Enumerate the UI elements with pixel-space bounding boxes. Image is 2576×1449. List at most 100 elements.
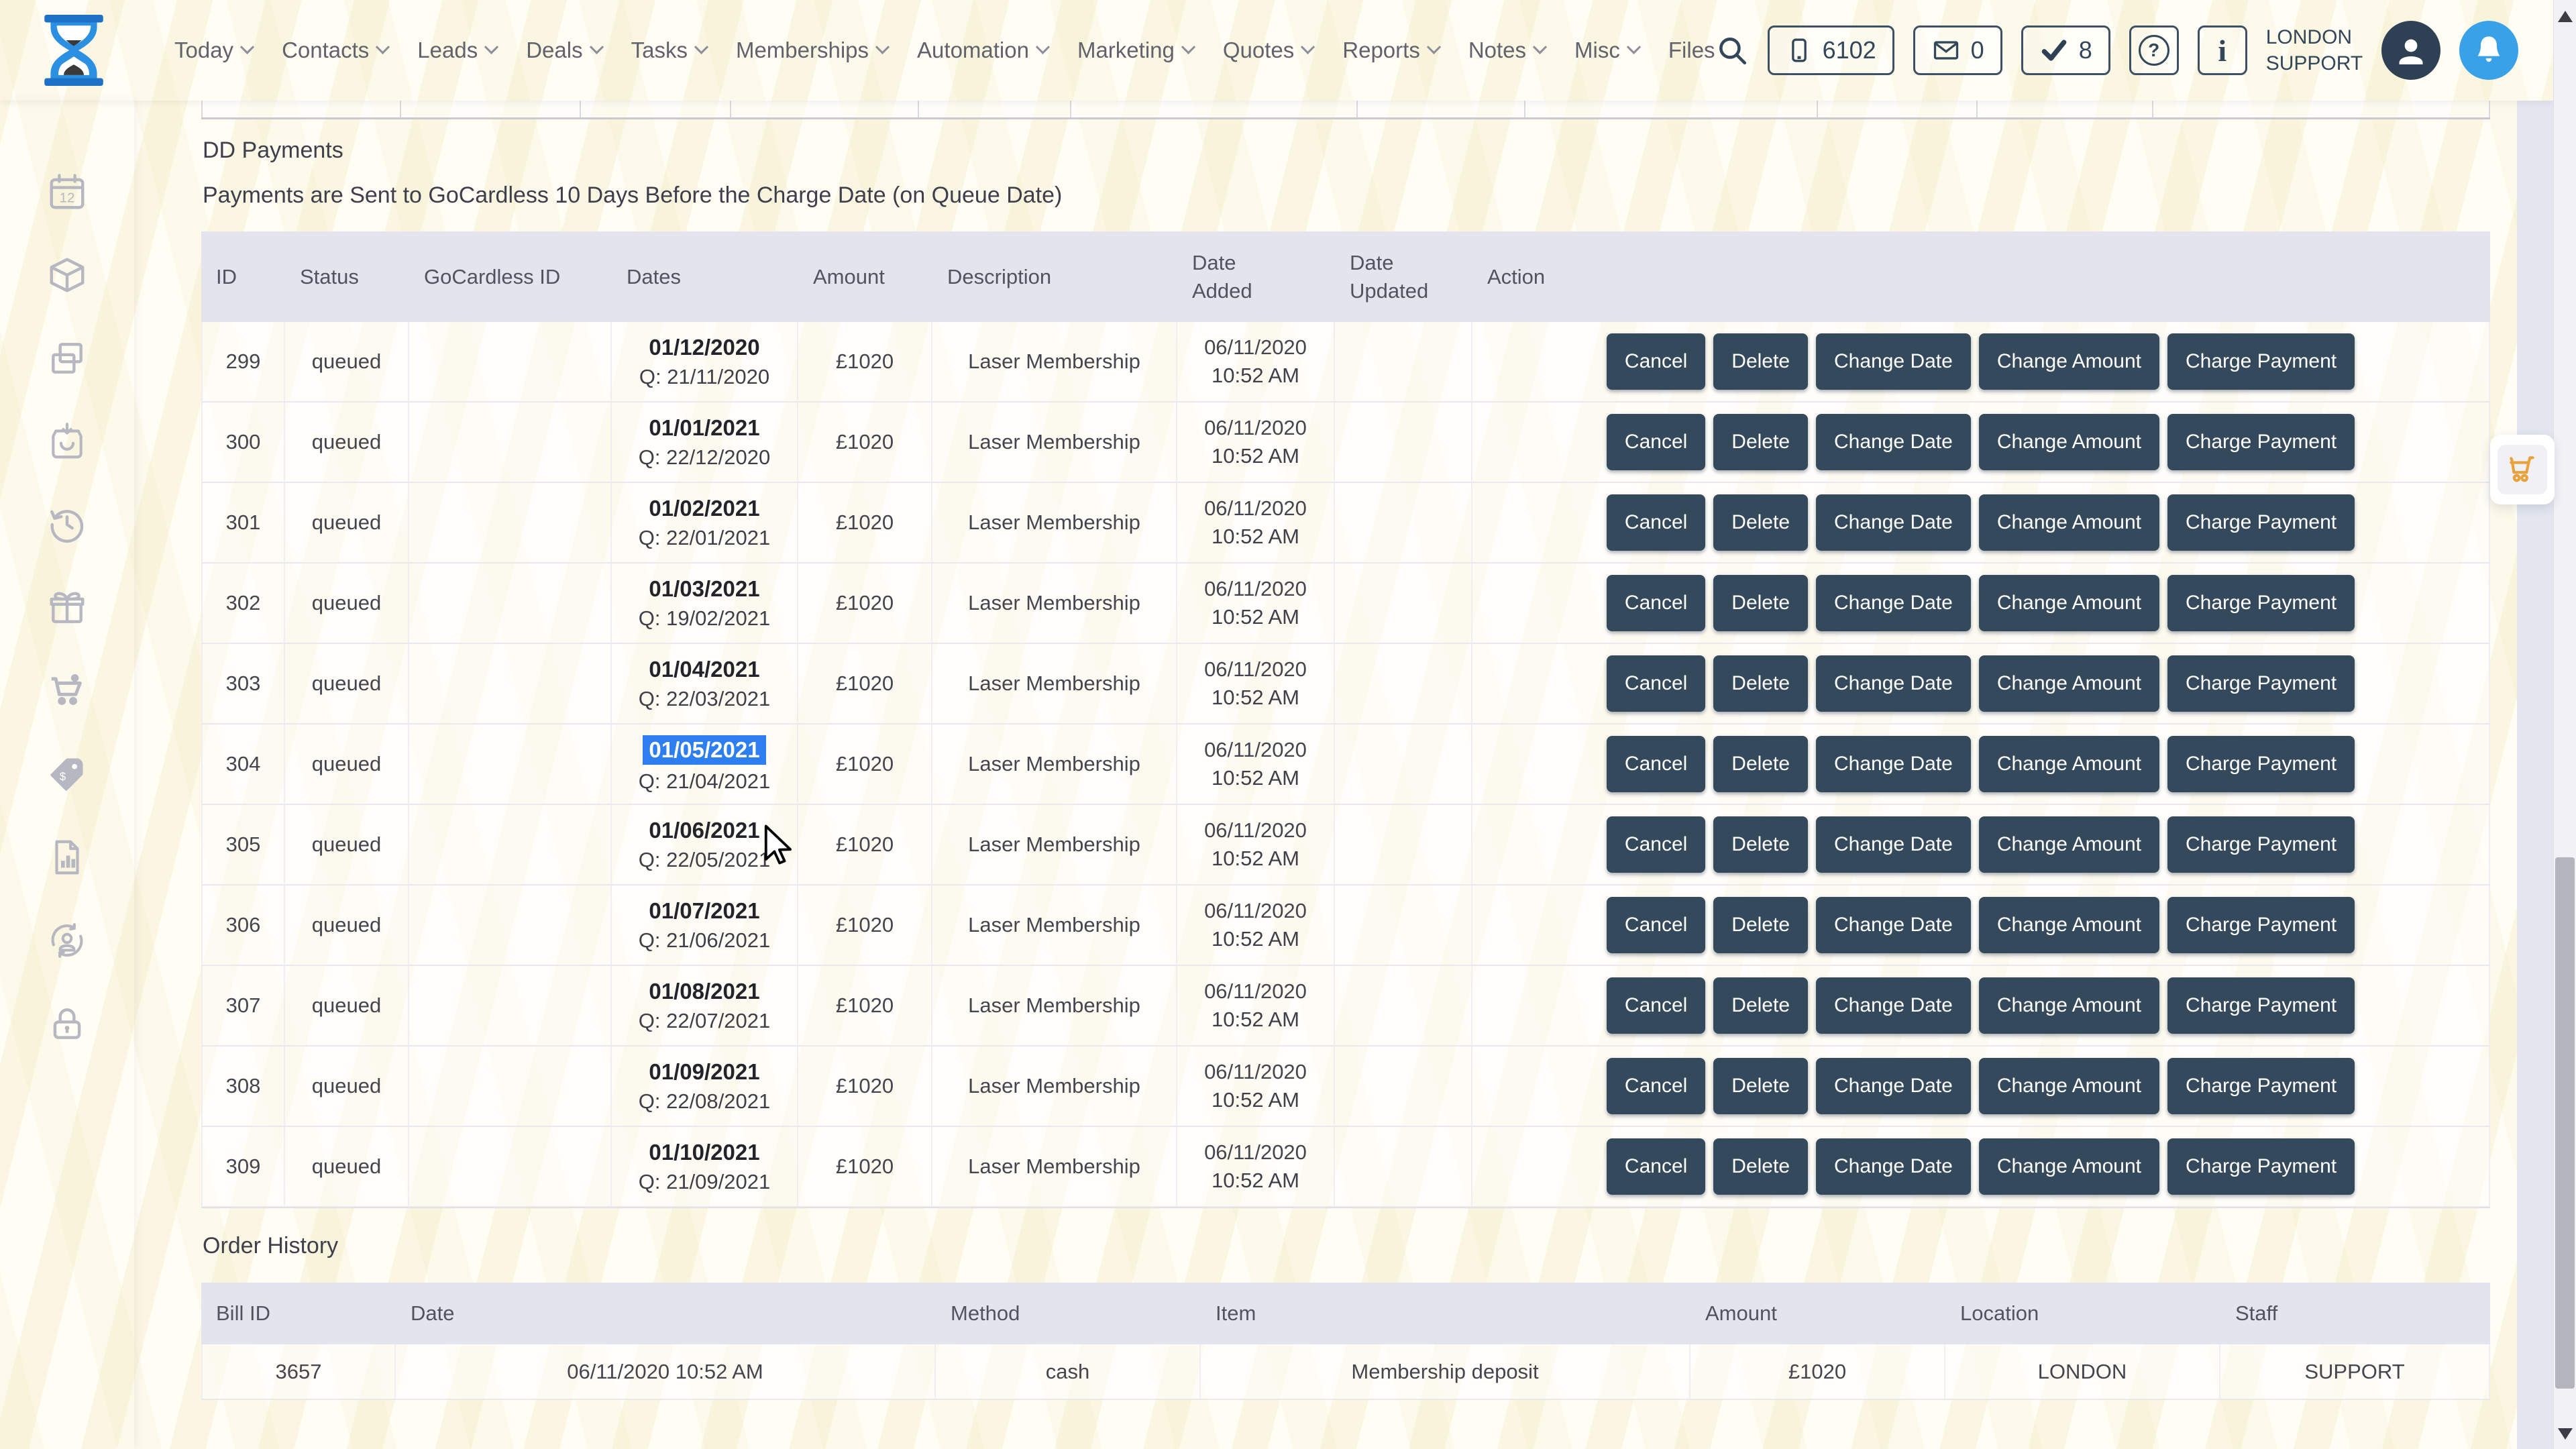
change-amount-button[interactable]: Change Amount	[1978, 977, 2159, 1034]
change-date-button[interactable]: Change Date	[1816, 977, 1971, 1034]
change-amount-button[interactable]: Change Amount	[1978, 575, 2159, 631]
change-date-button[interactable]: Change Date	[1816, 816, 1971, 873]
sidebar-item-cart[interactable]	[46, 669, 89, 712]
change-date-button[interactable]: Change Date	[1816, 414, 1971, 470]
sidebar-item-gift[interactable]	[46, 586, 89, 629]
cancel-button[interactable]: Cancel	[1606, 816, 1706, 873]
delete-button[interactable]: Delete	[1713, 333, 1809, 390]
delete-button[interactable]: Delete	[1713, 977, 1809, 1034]
chevron-down-icon	[239, 40, 255, 54]
menu-item-leads[interactable]: Leads	[417, 38, 499, 63]
tasks-counter-button[interactable]: 8	[2021, 25, 2110, 75]
menu-item-automation[interactable]: Automation	[917, 38, 1051, 63]
charge-payment-button[interactable]: Charge Payment	[2167, 494, 2355, 551]
cancel-button[interactable]: Cancel	[1606, 977, 1706, 1034]
search-icon[interactable]	[1715, 34, 1749, 67]
cancel-button[interactable]: Cancel	[1606, 736, 1706, 792]
scrollbar-down-arrow-icon[interactable]	[2558, 1428, 2573, 1440]
charge-payment-button[interactable]: Charge Payment	[2167, 897, 2355, 953]
menu-item-misc[interactable]: Misc	[1574, 38, 1641, 63]
cancel-button[interactable]: Cancel	[1606, 333, 1706, 390]
delete-button[interactable]: Delete	[1713, 1138, 1809, 1195]
scrollbar-up-arrow-icon[interactable]	[2558, 11, 2573, 22]
sidebar-item-copy[interactable]	[46, 337, 89, 380]
cancel-button[interactable]: Cancel	[1606, 655, 1706, 712]
menu-item-tasks[interactable]: Tasks	[631, 38, 709, 63]
mail-counter-button[interactable]: 0	[1913, 25, 2002, 75]
phone-counter-button[interactable]: 6102	[1767, 25, 1894, 75]
menu-item-files[interactable]: Files	[1668, 38, 1715, 63]
app-logo[interactable]	[35, 15, 113, 86]
change-amount-button[interactable]: Change Amount	[1978, 897, 2159, 953]
delete-button[interactable]: Delete	[1713, 897, 1809, 953]
change-date-button[interactable]: Change Date	[1816, 1058, 1971, 1114]
change-date-button[interactable]: Change Date	[1816, 333, 1971, 390]
sidebar-item-user-sync[interactable]	[46, 919, 89, 962]
avatar[interactable]	[2381, 21, 2441, 80]
charge-payment-button[interactable]: Charge Payment	[2167, 333, 2355, 390]
notifications-button[interactable]	[2459, 21, 2519, 80]
change-amount-button[interactable]: Change Amount	[1978, 816, 2159, 873]
menu-item-today[interactable]: Today	[174, 38, 255, 63]
delete-button[interactable]: Delete	[1713, 1058, 1809, 1114]
menu-item-memberships[interactable]: Memberships	[736, 38, 890, 63]
menu-item-notes[interactable]: Notes	[1468, 38, 1548, 63]
cancel-button[interactable]: Cancel	[1606, 414, 1706, 470]
cell-dates: 01/05/2021 Q: 21/04/2021	[612, 724, 798, 804]
change-date-button[interactable]: Change Date	[1816, 575, 1971, 631]
sidebar-item-history[interactable]	[46, 503, 89, 546]
cancel-button[interactable]: Cancel	[1606, 897, 1706, 953]
sidebar-item-package[interactable]	[46, 254, 89, 297]
cell-actions: Cancel Delete Change Date Change Amount Char…	[1472, 483, 2490, 562]
change-date-button[interactable]: Change Date	[1816, 494, 1971, 551]
change-amount-button[interactable]: Change Amount	[1978, 1138, 2159, 1195]
cancel-button[interactable]: Cancel	[1606, 575, 1706, 631]
vertical-scrollbar[interactable]	[2553, 0, 2576, 1449]
change-amount-button[interactable]: Change Amount	[1978, 414, 2159, 470]
cancel-button[interactable]: Cancel	[1606, 1058, 1706, 1114]
menu-item-marketing[interactable]: Marketing	[1077, 38, 1195, 63]
help-button[interactable]: ?	[2129, 25, 2179, 75]
charge-payment-button[interactable]: Charge Payment	[2167, 414, 2355, 470]
cancel-button[interactable]: Cancel	[1606, 494, 1706, 551]
charge-payment-button[interactable]: Charge Payment	[2167, 816, 2355, 873]
col-staff: Staff	[2235, 1301, 2278, 1326]
change-date-button[interactable]: Change Date	[1816, 655, 1971, 712]
menu-item-contacts[interactable]: Contacts	[282, 38, 390, 63]
charge-payment-button[interactable]: Charge Payment	[2167, 1138, 2355, 1195]
change-amount-button[interactable]: Change Amount	[1978, 1058, 2159, 1114]
change-amount-button[interactable]: Change Amount	[1978, 655, 2159, 712]
delete-button[interactable]: Delete	[1713, 736, 1809, 792]
charge-payment-button[interactable]: Charge Payment	[2167, 977, 2355, 1034]
cell-dates: 01/07/2021 Q: 21/06/2021	[612, 885, 798, 965]
menu-item-quotes[interactable]: Quotes	[1223, 38, 1316, 63]
scrollbar-thumb[interactable]	[2555, 857, 2575, 1389]
change-date-button[interactable]: Change Date	[1816, 897, 1971, 953]
change-amount-button[interactable]: Change Amount	[1978, 494, 2159, 551]
sidebar-item-calendar[interactable]: 12	[46, 170, 89, 213]
charge-payment-button[interactable]: Charge Payment	[2167, 736, 2355, 792]
charge-payment-button[interactable]: Charge Payment	[2167, 655, 2355, 712]
change-date-button[interactable]: Change Date	[1816, 1138, 1971, 1195]
charge-payment-button[interactable]: Charge Payment	[2167, 1058, 2355, 1114]
cancel-button[interactable]: Cancel	[1606, 1138, 1706, 1195]
delete-button[interactable]: Delete	[1713, 655, 1809, 712]
charge-payment-button[interactable]: Charge Payment	[2167, 575, 2355, 631]
cell-date-added: 06/11/2020 10:52 AM	[1177, 885, 1335, 965]
sidebar-item-report[interactable]	[46, 836, 89, 879]
menu-item-deals[interactable]: Deals	[526, 38, 604, 63]
info-button[interactable]: i	[2197, 25, 2247, 75]
delete-button[interactable]: Delete	[1713, 414, 1809, 470]
delete-button[interactable]: Delete	[1713, 575, 1809, 631]
change-date-button[interactable]: Change Date	[1816, 736, 1971, 792]
sidebar-item-lock[interactable]	[46, 1002, 89, 1045]
sidebar-item-price-tag[interactable]: $	[46, 753, 89, 796]
sidebar-item-bag-download[interactable]	[46, 420, 89, 463]
cell-amount: £1020	[798, 1046, 932, 1126]
menu-item-reports[interactable]: Reports	[1342, 38, 1441, 63]
change-amount-button[interactable]: Change Amount	[1978, 736, 2159, 792]
floating-cart-button[interactable]	[2490, 435, 2555, 504]
delete-button[interactable]: Delete	[1713, 816, 1809, 873]
delete-button[interactable]: Delete	[1713, 494, 1809, 551]
change-amount-button[interactable]: Change Amount	[1978, 333, 2159, 390]
